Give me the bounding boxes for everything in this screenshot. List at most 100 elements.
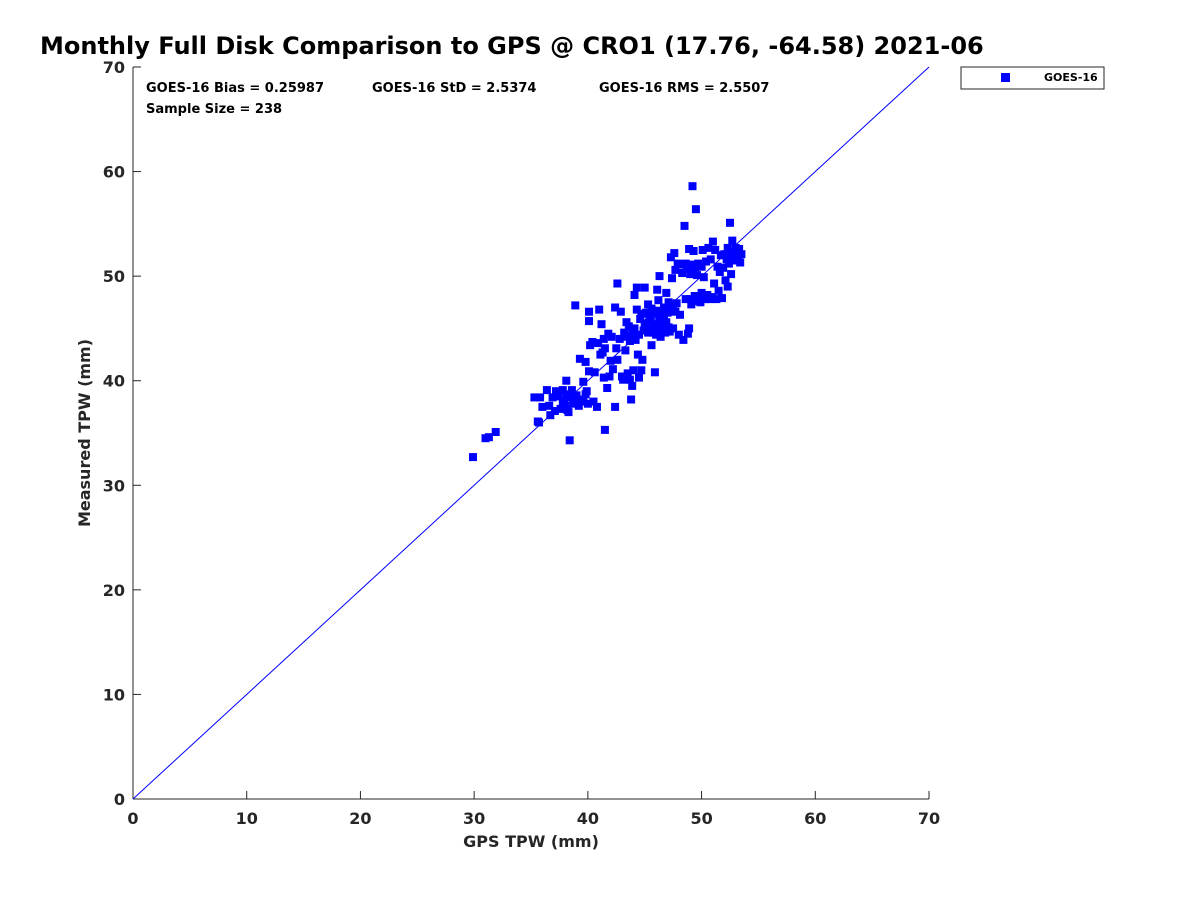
- data-point: [624, 322, 633, 331]
- data-point: [542, 386, 551, 395]
- data-point: [630, 291, 639, 299]
- y-tick-label: 60: [103, 163, 125, 182]
- data-point: [720, 250, 729, 259]
- plot-axes: [132, 66, 930, 800]
- data-point: [679, 335, 688, 344]
- data-point: [682, 264, 691, 273]
- data-point: [583, 399, 592, 408]
- data-point: [664, 298, 673, 307]
- data-point: [599, 334, 608, 343]
- data-point: [579, 377, 588, 386]
- data-point: [721, 276, 730, 285]
- data-point: [628, 329, 637, 338]
- x-tick-label: 40: [577, 809, 599, 828]
- data-point: [556, 404, 565, 413]
- data-point: [599, 373, 608, 382]
- y-tick-label: 40: [103, 372, 125, 391]
- data-point: [579, 395, 588, 404]
- bias-annotation: GOES-16 Bias = 0.25987: [146, 81, 324, 96]
- data-point: [630, 324, 639, 333]
- data-point: [681, 295, 690, 304]
- data-point: [681, 259, 690, 268]
- data-point: [640, 283, 649, 292]
- data-point: [704, 243, 713, 252]
- data-point: [619, 375, 628, 384]
- data-point: [595, 305, 604, 314]
- std-annotation: GOES-16 StD = 2.5374: [372, 81, 536, 96]
- data-point: [605, 372, 614, 381]
- data-point: [685, 245, 694, 253]
- x-tick-label: 70: [918, 809, 940, 828]
- y-tick-label: 10: [103, 685, 125, 704]
- data-point: [650, 368, 659, 377]
- data-point: [536, 393, 545, 402]
- data-point: [613, 355, 622, 364]
- data-point: [616, 307, 625, 316]
- data-point: [558, 386, 567, 395]
- data-point: [625, 375, 634, 384]
- data-point: [581, 357, 590, 366]
- data-point: [680, 221, 689, 230]
- data-point: [688, 182, 697, 191]
- data-point: [671, 265, 680, 274]
- y-tick-label: 0: [114, 790, 125, 809]
- legend-box: [960, 66, 1105, 90]
- data-point: [550, 407, 559, 415]
- data-point: [674, 330, 683, 339]
- data-point: [685, 324, 694, 333]
- data-point: [571, 301, 580, 310]
- one-to-one-line: [132, 66, 930, 800]
- data-point: [654, 320, 663, 329]
- chart-title: Monthly Full Disk Comparison to GPS @ CR…: [40, 32, 984, 60]
- data-point: [585, 307, 593, 316]
- data-point: [708, 237, 717, 246]
- data-point: [620, 328, 629, 337]
- data-point: [702, 257, 711, 266]
- data-point: [574, 401, 583, 410]
- data-point: [643, 322, 651, 331]
- data-point: [668, 274, 676, 283]
- data-point: [585, 367, 593, 376]
- x-tick-label: 50: [690, 809, 712, 828]
- data-point: [690, 263, 699, 272]
- data-point: [632, 283, 641, 292]
- data-point: [645, 312, 654, 321]
- data-point: [658, 324, 667, 333]
- data-point: [611, 402, 620, 411]
- data-point: [585, 317, 593, 326]
- data-point: [697, 288, 706, 297]
- data-point: [648, 320, 657, 329]
- data-point: [666, 253, 675, 262]
- data-point: [582, 387, 591, 396]
- data-point: [728, 236, 737, 245]
- data-point: [652, 330, 661, 339]
- data-point: [491, 428, 500, 436]
- data-point: [703, 291, 712, 299]
- data-point: [686, 270, 695, 279]
- data-point: [647, 341, 656, 350]
- data-point: [655, 315, 664, 323]
- data-point: [606, 356, 615, 365]
- data-point: [662, 318, 671, 327]
- y-tick-labels: 0 10 20 30 40 50 60 70: [103, 58, 125, 809]
- data-point: [615, 334, 624, 343]
- data-point: [565, 436, 574, 445]
- data-point: [687, 300, 696, 309]
- data-point: [552, 387, 560, 396]
- data-point: [677, 260, 686, 269]
- data-point: [736, 258, 745, 267]
- data-point: [612, 344, 621, 353]
- data-point: [572, 396, 581, 405]
- data-point: [469, 453, 477, 462]
- data-point: [567, 386, 576, 395]
- data-point: [726, 248, 734, 257]
- y-tick-label: 50: [103, 267, 125, 286]
- data-point: [588, 338, 597, 346]
- data-point: [730, 251, 739, 260]
- data-point: [644, 300, 653, 309]
- data-point: [653, 325, 662, 334]
- data-point: [590, 368, 599, 377]
- x-tick-label: 20: [349, 809, 371, 828]
- data-point: [707, 293, 716, 302]
